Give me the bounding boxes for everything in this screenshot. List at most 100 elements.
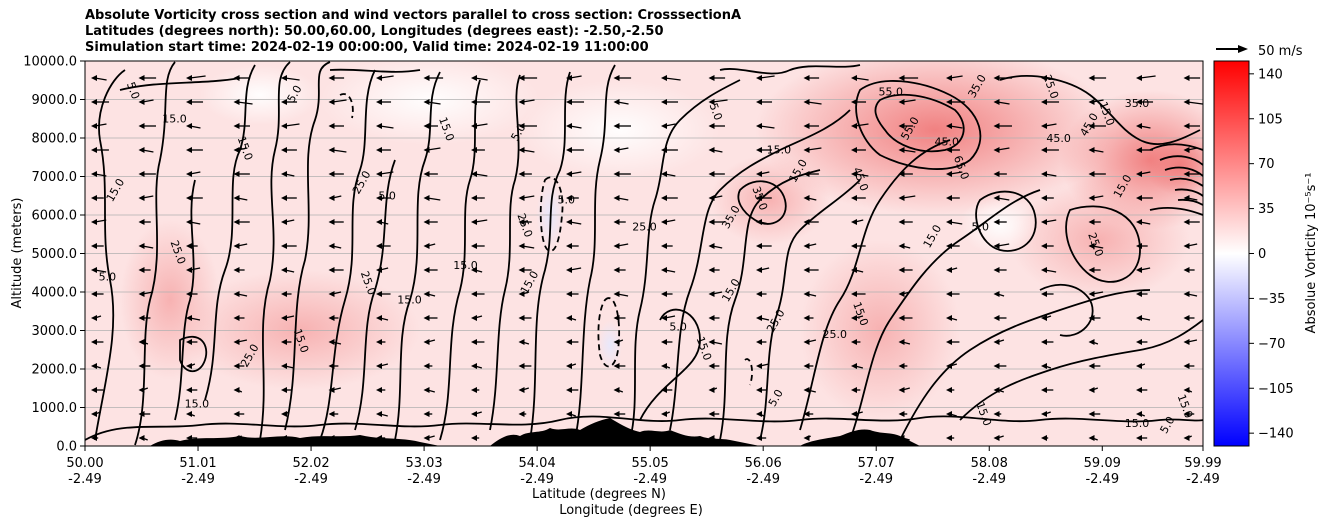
y-tick-label: 7000.0 [32,170,78,185]
wind-arrow-head [708,195,715,201]
wind-arrow-head [566,195,572,201]
wind-arrow-head [946,315,952,321]
wind-arrow-head [803,315,810,321]
x-tick-label-lon: -2.49 [294,472,328,487]
wind-arrow-head [423,363,430,369]
wind-arrow-head [803,243,810,249]
wind-arrow-head [328,123,335,129]
wind-arrow-head [471,411,477,417]
wind-arrow-head [376,315,382,321]
wind-arrow-head [613,243,620,249]
contour-label: 25.0 [823,328,848,341]
wind-arrow-head [328,291,335,297]
wind-arrow-head [661,267,667,273]
contour-label: 55.0 [879,86,904,99]
wind-arrow-head [91,99,97,105]
wind-arrow-head [423,435,430,441]
wind-arrow-head [186,339,192,345]
wind-arrow-head [566,75,572,81]
wind-arrow-head [376,435,382,441]
wind-arrow-head [376,75,382,81]
wind-arrow-head [518,171,525,177]
wind-arrow-head [281,435,287,441]
wind-arrow-head [138,99,145,105]
x-tick-label-lat: 55.05 [632,456,669,471]
wind-arrow-head [328,171,335,177]
wind-arrow-head [281,75,287,81]
wind-arrow-head [1088,387,1095,393]
wind-arrow-head [91,363,97,369]
wind-arrow-head [661,99,667,105]
wind-arrow-head [803,363,810,369]
wind-arrow-head [1136,243,1142,249]
wind-arrow-head [281,387,287,393]
wind-arrow-head [233,75,240,81]
wind-arrow-head [898,219,905,225]
wind-arrow-head [138,267,145,273]
wind-arrow-head [851,99,857,105]
wind-arrow-shaft [474,123,488,127]
wind-arrow-head [1041,267,1047,273]
wind-arrow-head [186,99,192,105]
wind-arrow-head [91,411,97,417]
wind-arrow-head [566,267,572,273]
wind-arrow-head [233,123,240,129]
wind-arrow-head [708,363,715,369]
wind-arrow-shaft [949,125,963,129]
wind-arrow-head [376,99,382,105]
wind-arrow-head [1136,363,1142,369]
wind-arrow-head [423,291,430,297]
colorbar-tick-label: −105 [1258,382,1294,397]
y-tick-label: 2000.0 [32,363,78,378]
wind-arrow-shaft [902,195,916,199]
contour-label: 15.0 [185,398,210,411]
wind-arrow-head [1088,411,1095,417]
wind-arrow-head [91,147,97,153]
wind-arrow-head [233,435,240,441]
wind-arrow-head [1183,411,1190,417]
x-tick-label-lon: -2.49 [859,472,893,487]
y-axis: 0.0 1000.0 2000.0 3000.0 4000.0 5000.0 6000.0 7… [23,55,85,455]
wind-arrow-head [186,219,192,225]
wind-arrow-head [471,75,477,81]
wind-arrow-head [186,243,192,249]
wind-arrow-head [1041,123,1047,129]
wind-arrow-head [471,99,477,105]
wind-arrow-head [186,291,192,297]
wind-arrow-head [708,435,715,441]
wind-arrow-head [613,291,620,297]
wind-arrow-head [851,243,857,249]
wind-arrow-head [993,387,1000,393]
wind-arrow-head [518,195,525,201]
wind-arrow-head [281,171,287,177]
wind-arrow-head [1041,243,1047,249]
wind-arrow-head [1136,171,1142,177]
wind-arrow-head [756,363,762,369]
x-tick-label-lat: 50.00 [66,456,103,471]
wind-arrow-head [328,387,335,393]
wind-arrow-head [1136,123,1142,129]
wind-arrow-head [1088,171,1095,177]
wind-arrow-head [376,291,382,297]
wind-arrow-head [946,411,952,417]
wind-arrow-head [661,243,667,249]
wind-arrow-head [233,219,240,225]
wind-arrow-head [756,75,762,81]
wind-arrow-head [376,171,382,177]
contour-label: 15.0 [397,294,422,307]
wind-arrow-head [233,387,240,393]
wind-arrow-head [898,315,905,321]
wind-arrow-head [1041,99,1047,105]
y-tick-label: 1000.0 [32,401,78,416]
wind-arrow-head [186,75,192,81]
wind-arrow-head [898,123,905,129]
wind-arrow-head [993,339,1000,345]
wind-arrow-head [1183,291,1190,297]
wind-arrow-head [851,315,857,321]
wind-arrow-head [993,123,1000,129]
wind-arrow-shaft [949,171,963,175]
wind-arrow-head [708,147,715,153]
wind-arrow-head [233,171,240,177]
wind-arrow-head [471,267,477,273]
wind-arrow-head [281,147,287,153]
